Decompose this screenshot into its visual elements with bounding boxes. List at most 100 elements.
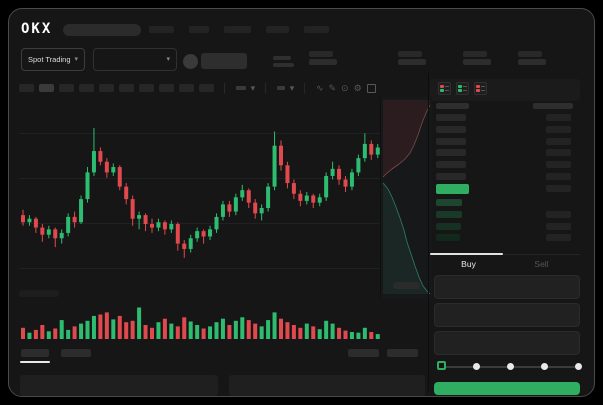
bid-row-price[interactable] — [436, 234, 460, 241]
toolbar-divider: │ — [302, 83, 308, 93]
timeframe-pill[interactable] — [159, 84, 174, 92]
ticker-stat-label — [398, 51, 422, 57]
orderbook-view-modes — [438, 82, 487, 95]
bid-row-amount — [546, 211, 571, 218]
slider-stop[interactable] — [575, 363, 582, 370]
ask-row-amount — [546, 161, 571, 169]
history-panel-placeholder — [229, 375, 425, 396]
ticker-stat-value — [463, 59, 491, 65]
timeframe-pill[interactable] — [199, 84, 214, 92]
bottom-action-pill[interactable] — [387, 349, 418, 357]
nav-item[interactable] — [304, 26, 329, 33]
chart-gridline — [19, 178, 380, 179]
orderbook-combined-icon[interactable] — [438, 82, 451, 95]
ask-row-price[interactable] — [436, 173, 466, 180]
okx-logo[interactable]: OKX — [21, 21, 53, 37]
bid-row-price[interactable] — [436, 211, 462, 218]
avatar[interactable] — [183, 54, 198, 69]
top-nav — [149, 26, 329, 33]
header-text-placeholder — [273, 63, 294, 67]
ask-row-price[interactable] — [436, 137, 466, 145]
orderbook-col-header-price — [436, 103, 469, 109]
slider-handle[interactable] — [437, 361, 446, 370]
depth-chart — [380, 97, 432, 299]
toolbar-divider: │ — [263, 83, 269, 93]
chart-setting-pill[interactable] — [393, 282, 420, 289]
market-type-selector[interactable]: Spot Trading ▾ — [21, 48, 85, 71]
bottom-tab[interactable] — [21, 349, 49, 357]
bottom-tab-indicator — [20, 361, 50, 363]
chevron-down-icon[interactable]: ▾ — [289, 82, 295, 93]
account-button[interactable] — [201, 53, 247, 69]
orderbook-asks-icon[interactable] — [474, 82, 487, 95]
timeframe-pill[interactable] — [179, 84, 194, 92]
chart-toolbar: │ ▾ │ ▾ │ ∿ ✎ ⊙ ⚙ — [19, 83, 376, 93]
tab-sell[interactable]: Sell — [534, 259, 549, 269]
draw-icon[interactable]: ✎ — [328, 82, 337, 93]
gear-icon[interactable]: ⚙ — [353, 82, 362, 93]
slider-stop[interactable] — [473, 363, 480, 370]
ticker-stat-value — [309, 59, 337, 65]
buy-tab-indicator — [430, 253, 503, 255]
tab-divider — [430, 254, 580, 255]
orders-panel-placeholder — [20, 375, 218, 396]
ask-row-amount — [546, 125, 571, 133]
total-field[interactable] — [434, 331, 580, 355]
search-input[interactable] — [63, 24, 141, 36]
timeframe-pill[interactable] — [119, 84, 134, 92]
ticker-stat-label — [518, 51, 542, 57]
fullscreen-icon[interactable] — [366, 83, 376, 93]
slider-stop[interactable] — [541, 363, 548, 370]
line-type-icon[interactable]: ∿ — [315, 82, 324, 93]
volume-chart — [21, 307, 380, 339]
bid-row-price[interactable] — [436, 223, 461, 230]
price-field[interactable] — [434, 275, 580, 299]
timeframe-pill[interactable] — [99, 84, 114, 92]
bid-row-amount — [546, 223, 571, 230]
amount-field[interactable] — [434, 303, 580, 327]
timeframe-pill[interactable] — [59, 84, 74, 92]
camera-icon[interactable]: ⊙ — [341, 82, 349, 93]
ticker-stat-label — [309, 51, 333, 57]
timeframe-pill[interactable] — [79, 84, 94, 92]
timeframe-pill[interactable] — [19, 84, 34, 92]
chart-gridline — [19, 268, 380, 269]
orderbook-col-header-amount — [533, 103, 573, 109]
buy-submit-button[interactable] — [434, 382, 580, 395]
candlestick-chart[interactable] — [19, 101, 381, 301]
last-price-bar[interactable] — [436, 184, 469, 194]
ask-row-price[interactable] — [436, 114, 466, 121]
pair-selector[interactable]: ▾ — [93, 48, 177, 71]
indicator-pill[interactable] — [235, 86, 246, 90]
last-price-amount — [546, 185, 571, 192]
ask-row-amount — [546, 114, 571, 121]
indicator-pill[interactable] — [276, 86, 285, 90]
timeframe-pill[interactable] — [139, 84, 154, 92]
panel-divider — [428, 73, 429, 391]
ask-row-amount — [546, 137, 571, 145]
ticker-stat-label — [463, 51, 487, 57]
orderbook-bids-icon[interactable] — [456, 82, 469, 95]
bid-row-price[interactable] — [436, 199, 462, 206]
market-type-label: Spot Trading — [27, 55, 71, 64]
app-window: OKX Spot Trading ▾ ▾ │ ▾ │ ▾ │ ∿ ✎ ⊙ ⚙ Buy Sell — [8, 8, 595, 397]
header-text-placeholder — [273, 56, 291, 60]
slider-stop[interactable] — [507, 363, 514, 370]
bottom-action-pill[interactable] — [348, 349, 379, 357]
chevron-down-icon[interactable]: ▾ — [250, 82, 256, 93]
ask-row-price[interactable] — [436, 125, 466, 133]
nav-item[interactable] — [266, 26, 289, 33]
volume-label-placeholder — [19, 290, 59, 297]
ask-row-price[interactable] — [436, 149, 466, 157]
timeframe-pill[interactable] — [39, 84, 54, 92]
ask-row-price[interactable] — [436, 161, 466, 169]
nav-item[interactable] — [224, 26, 251, 33]
bottom-tab[interactable] — [61, 349, 91, 357]
tab-buy[interactable]: Buy — [461, 259, 476, 269]
nav-item[interactable] — [189, 26, 209, 33]
nav-item[interactable] — [149, 26, 174, 33]
chevron-down-icon: ▾ — [74, 56, 79, 63]
chart-gridline — [19, 223, 380, 224]
chevron-down-icon: ▾ — [166, 56, 170, 63]
chart-gridline — [19, 133, 380, 134]
